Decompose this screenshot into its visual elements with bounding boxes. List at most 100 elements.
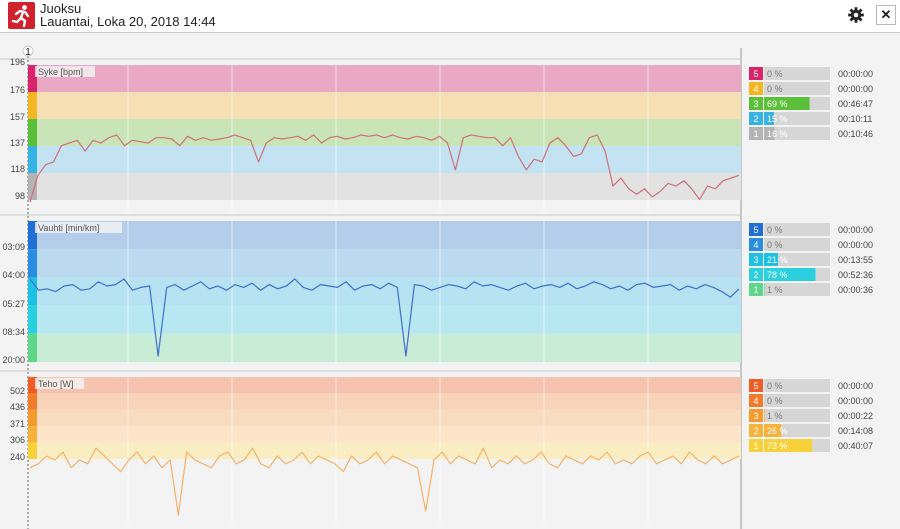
zone-number: 4: [753, 240, 758, 250]
zone-bar-track: [764, 238, 830, 251]
zone-bar-track: [764, 112, 830, 125]
y-tick-label: 03:09: [2, 242, 25, 252]
zone-badge: [749, 439, 763, 452]
title-bar: Juoksu Lauantai, Loka 20, 2018 14:44 ✕: [0, 0, 900, 33]
zone-percent: 26 %: [767, 426, 788, 436]
zone-percent: 1 %: [767, 411, 783, 421]
zone-time: 00:00:22: [838, 411, 873, 421]
zone-number: 3: [753, 411, 758, 421]
zone-time: 00:00:00: [838, 396, 873, 406]
zone-band: [37, 277, 741, 306]
zone-strip: [28, 277, 37, 306]
zone-badge: [749, 379, 763, 392]
zone-band: [37, 92, 741, 119]
zone-band: [37, 249, 741, 278]
zone-number: 1: [753, 441, 758, 451]
zone-time: 00:46:47: [838, 99, 873, 109]
zone-bar-track: [764, 283, 830, 296]
zone-time: 00:00:00: [838, 225, 873, 235]
zone-time: 00:14:08: [838, 426, 873, 436]
zone-percent: 21 %: [767, 255, 788, 265]
zone-badge: [749, 82, 763, 95]
zone-number: 5: [753, 381, 758, 391]
y-tick-label: 137: [10, 138, 25, 148]
zone-percent: 16 %: [767, 129, 788, 139]
zone-badge: [749, 112, 763, 125]
y-tick-label: 157: [10, 112, 25, 122]
zone-percent: 15 %: [767, 114, 788, 124]
zone-number: 1: [753, 285, 758, 295]
zone-band: [37, 305, 741, 334]
running-icon: [8, 2, 35, 29]
y-tick-label: 98: [15, 191, 25, 201]
zone-bar-fill: [764, 283, 765, 296]
zone-badge: [749, 67, 763, 80]
lap-marker: [22, 45, 34, 57]
zone-percent: 0 %: [767, 225, 783, 235]
zone-time: 00:40:07: [838, 441, 873, 451]
zone-badge: [749, 238, 763, 251]
y-tick-label: 196: [10, 57, 25, 67]
zone-time: 00:00:00: [838, 381, 873, 391]
zone-bar-fill: [764, 424, 782, 437]
y-tick-label: 240: [10, 452, 25, 462]
gear-icon[interactable]: [847, 6, 865, 24]
panel-title: Vauhti [min/km]: [38, 223, 99, 233]
zone-bar-track: [764, 379, 830, 392]
zone-badge: [749, 268, 763, 281]
zone-badge: [749, 424, 763, 437]
zone-strip: [28, 409, 37, 427]
zone-band: [37, 119, 741, 146]
zone-strip: [28, 119, 37, 146]
page-subtitle: Lauantai, Loka 20, 2018 14:44: [40, 14, 216, 29]
zone-number: 5: [753, 225, 758, 235]
zone-time: 00:00:36: [838, 285, 873, 295]
series-line: [29, 447, 740, 516]
zone-bar-track: [764, 82, 830, 95]
zone-badge: [749, 97, 763, 110]
zone-badge: [749, 253, 763, 266]
zone-strip: [28, 249, 37, 278]
zone-percent: 0 %: [767, 84, 783, 94]
panel-title-bg: [35, 222, 122, 233]
zone-number: 4: [753, 84, 758, 94]
zone-bar-track: [764, 409, 830, 422]
zone-percent: 69 %: [767, 99, 788, 109]
zone-band: [37, 377, 741, 394]
zone-strip: [28, 173, 37, 200]
panel-title-bg: [35, 378, 85, 389]
zone-number: 1: [753, 129, 758, 139]
series-line: [29, 134, 740, 203]
zone-number: 2: [753, 114, 758, 124]
y-tick-label: 04:00: [2, 270, 25, 280]
zone-time: 00:00:00: [838, 240, 873, 250]
zone-bar-fill: [764, 97, 810, 110]
panel-title: Teho [W]: [38, 379, 74, 389]
zone-band: [37, 221, 741, 250]
close-button[interactable]: ✕: [876, 5, 896, 25]
zone-bar-fill: [764, 112, 774, 125]
zone-number: 4: [753, 396, 758, 406]
zone-badge: [749, 394, 763, 407]
zone-time: 00:00:00: [838, 84, 873, 94]
y-tick-label: 08:34: [2, 327, 25, 337]
zone-band: [37, 393, 741, 410]
zone-band: [37, 409, 741, 427]
zone-bar-fill: [764, 439, 813, 452]
zone-band: [37, 442, 741, 459]
zone-band: [37, 333, 741, 362]
zone-time: 00:10:11: [838, 114, 872, 124]
zone-strip: [28, 146, 37, 173]
panel-title-bg: [35, 66, 95, 77]
y-tick-label: 371: [10, 419, 25, 429]
zone-strip: [28, 305, 37, 334]
zone-strip: [28, 442, 37, 459]
y-tick-label: 20:00: [2, 355, 25, 365]
zone-band: [37, 146, 741, 173]
y-tick-label: 05:27: [2, 299, 25, 309]
zone-badge: [749, 409, 763, 422]
zone-strip: [28, 65, 37, 92]
zone-strip: [28, 92, 37, 119]
y-tick-label: 176: [10, 85, 25, 95]
